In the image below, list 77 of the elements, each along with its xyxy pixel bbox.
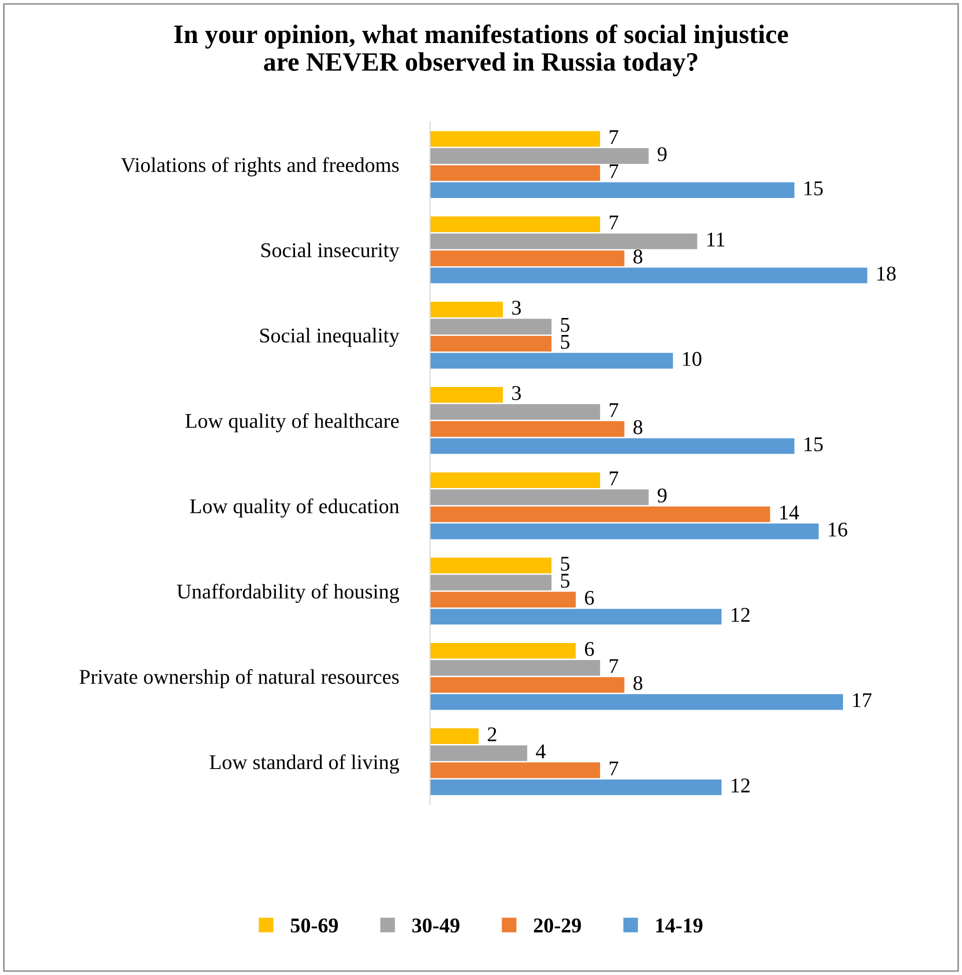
data-label: 8: [633, 250, 642, 264]
y-tick-label: Private ownership of natural resources: [80, 669, 399, 688]
legend-label: 50-69: [290, 918, 338, 933]
y-tick-label: Social inequality: [260, 328, 400, 347]
bar: [430, 216, 600, 232]
bar: [430, 489, 649, 506]
legend-label: 20-29: [534, 918, 581, 933]
bar: [430, 318, 552, 334]
y-tick-label: Social insecurity: [261, 242, 400, 262]
bar: [430, 660, 600, 676]
bar: [430, 421, 624, 437]
data-label: 8: [633, 420, 642, 434]
bar: [430, 592, 576, 608]
bar: [430, 574, 552, 590]
data-label: 7: [610, 130, 618, 144]
bar: [430, 779, 722, 796]
y-tick-label: Unaffordability of housing: [176, 584, 400, 603]
bar: [430, 745, 528, 762]
data-label: 8: [633, 676, 642, 690]
bar: [430, 642, 576, 659]
data-label: 10: [683, 352, 702, 366]
bar: [430, 506, 770, 522]
bar: [430, 524, 819, 540]
bar: [430, 404, 600, 420]
data-label: 7: [610, 659, 618, 673]
data-label: 7: [610, 403, 618, 417]
y-tick-label: Low standard of living: [210, 754, 400, 774]
bar: [430, 131, 600, 147]
chart-title: In your opinion, what manifestations of social injustice are NEVER observed in Russia today?: [174, 24, 788, 76]
data-label: 9: [658, 147, 667, 162]
bar: [430, 148, 649, 164]
bar: [430, 677, 624, 693]
data-label: 12: [732, 778, 750, 792]
data-label: 2: [488, 727, 496, 742]
data-label: 5: [561, 318, 570, 332]
data-label: 7: [610, 472, 618, 486]
bar: [430, 387, 503, 403]
data-label: 5: [561, 335, 570, 349]
data-label: 17: [853, 693, 872, 708]
bar: [430, 233, 698, 250]
bar: [430, 762, 600, 778]
bar: [430, 336, 552, 352]
data-label: 16: [828, 522, 848, 537]
data-label: 7: [610, 762, 618, 776]
bar: [430, 608, 722, 625]
bar: [430, 302, 503, 318]
data-label: 12: [732, 608, 750, 622]
data-label: 11: [707, 232, 724, 246]
bar: [430, 438, 794, 454]
data-label: 9: [658, 488, 667, 502]
data-label: 7: [610, 216, 618, 230]
data-label: 3: [512, 386, 521, 400]
data-label: 18: [877, 266, 896, 281]
data-label: 6: [585, 642, 594, 656]
bar: [430, 694, 843, 710]
bar: [430, 182, 794, 198]
y-tick-label: Violations of rights and freedoms: [120, 157, 399, 176]
bar: [430, 268, 868, 284]
data-label: 5: [561, 574, 570, 588]
y-tick-label: Low quality of healthcare: [185, 413, 399, 432]
bar: [430, 250, 624, 266]
data-label: 5: [561, 556, 570, 571]
data-label: 7: [610, 164, 618, 178]
y-tick-label: Low quality of education: [190, 498, 400, 518]
data-label: 15: [804, 437, 823, 452]
data-label: 6: [585, 590, 594, 605]
data-label: 3: [512, 300, 521, 315]
data-label: 4: [536, 744, 546, 758]
data-label: 14: [780, 506, 799, 520]
bar: [430, 728, 479, 744]
bar: [430, 558, 552, 574]
legend-label: 30-49: [412, 918, 460, 933]
bar: [430, 352, 673, 369]
bar: [430, 165, 600, 181]
legend-label: 14-19: [656, 918, 702, 933]
bar: [430, 472, 600, 488]
data-label: 15: [804, 181, 823, 196]
